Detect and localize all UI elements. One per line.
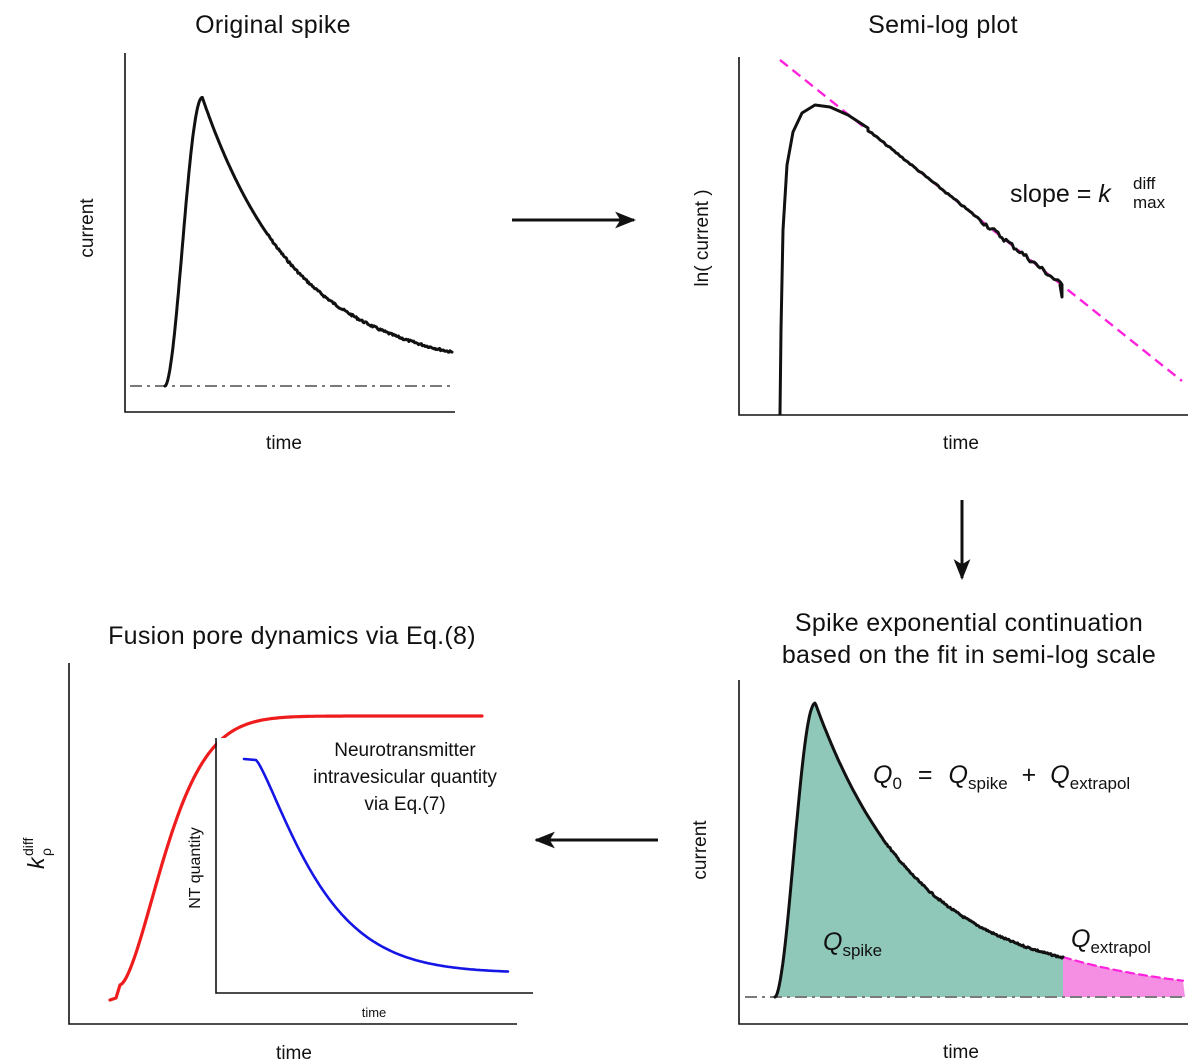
panel-fusion-axes [68, 663, 517, 1025]
inset-xlabel: time [362, 1005, 387, 1020]
panel-continuation-ylabel: current [690, 820, 711, 880]
inset-nt-curve [242, 757, 510, 973]
svg-text:k: k [23, 856, 49, 869]
panel-semilog-log-curve [778, 103, 1064, 416]
panel-continuation-equation: Q0 = Qspike + Qextrapol [873, 761, 1130, 793]
svg-text:diff: diff [20, 837, 36, 856]
panel-semilog-xlabel: time [943, 433, 979, 454]
inset-note-line1: Neurotransmitter [334, 740, 476, 761]
panel-semilog-slope-label: slope = k [1010, 180, 1112, 208]
panel-fusion-kdiff-curve [108, 714, 484, 1002]
inset-note-line3: via Eq.(7) [364, 794, 445, 815]
svg-text:ρ: ρ [38, 848, 54, 856]
panel-continuation-title-line2: based on the fit in semi-log scale [782, 641, 1156, 669]
panel-continuation-qspike-area [775, 703, 1063, 997]
panel-fusion-title: Fusion pore dynamics via Eq.(8) [108, 622, 476, 650]
panel-continuation-title-line1: Spike exponential continuation [795, 609, 1143, 637]
panel-continuation-axes [738, 680, 1188, 1025]
panel-original-axes [124, 53, 455, 413]
inset-nt-quantity: time NT quantity Neurotransmitter intrav… [187, 738, 535, 1020]
inset-axes [215, 738, 533, 994]
panel-semilog-ylabel: ln( current ) [692, 189, 713, 286]
panel-semilog: Semi-log plot time ln( current ) slope =… [692, 11, 1188, 454]
panel-original-title: Original spike [195, 11, 351, 39]
panel-semilog-slope-sup: diff [1133, 174, 1156, 193]
panel-original-ylabel: current [77, 198, 98, 258]
panel-continuation-extrapolation-line [1061, 955, 1185, 982]
panel-semilog-axes [738, 57, 1188, 416]
panel-continuation-spike-curve [773, 701, 1065, 999]
panel-continuation-qextrapol-area [1063, 957, 1185, 997]
panel-continuation-qextrapol-label: Qextrapol [1071, 925, 1151, 957]
panel-fusion-xlabel: time [276, 1043, 312, 1064]
panel-continuation-qspike-label: Qspike [823, 928, 882, 960]
panel-fusion: Fusion pore dynamics via Eq.(8) time k d… [20, 622, 535, 1064]
panel-continuation: Spike exponential continuation based on … [690, 609, 1188, 1063]
panel-semilog-slope-sub: max [1133, 193, 1166, 212]
panel-semilog-title: Semi-log plot [868, 11, 1018, 39]
panel-original-spike-curve [163, 95, 454, 388]
panel-original-spike: Original spike time current [77, 11, 455, 454]
panel-continuation-xlabel: time [943, 1042, 979, 1063]
inset-note-line2: intravesicular quantity [313, 767, 497, 788]
panel-fusion-ylabel: k diff ρ [20, 837, 54, 869]
inset-ylabel: NT quantity [187, 827, 204, 909]
panel-original-xlabel: time [266, 433, 302, 454]
